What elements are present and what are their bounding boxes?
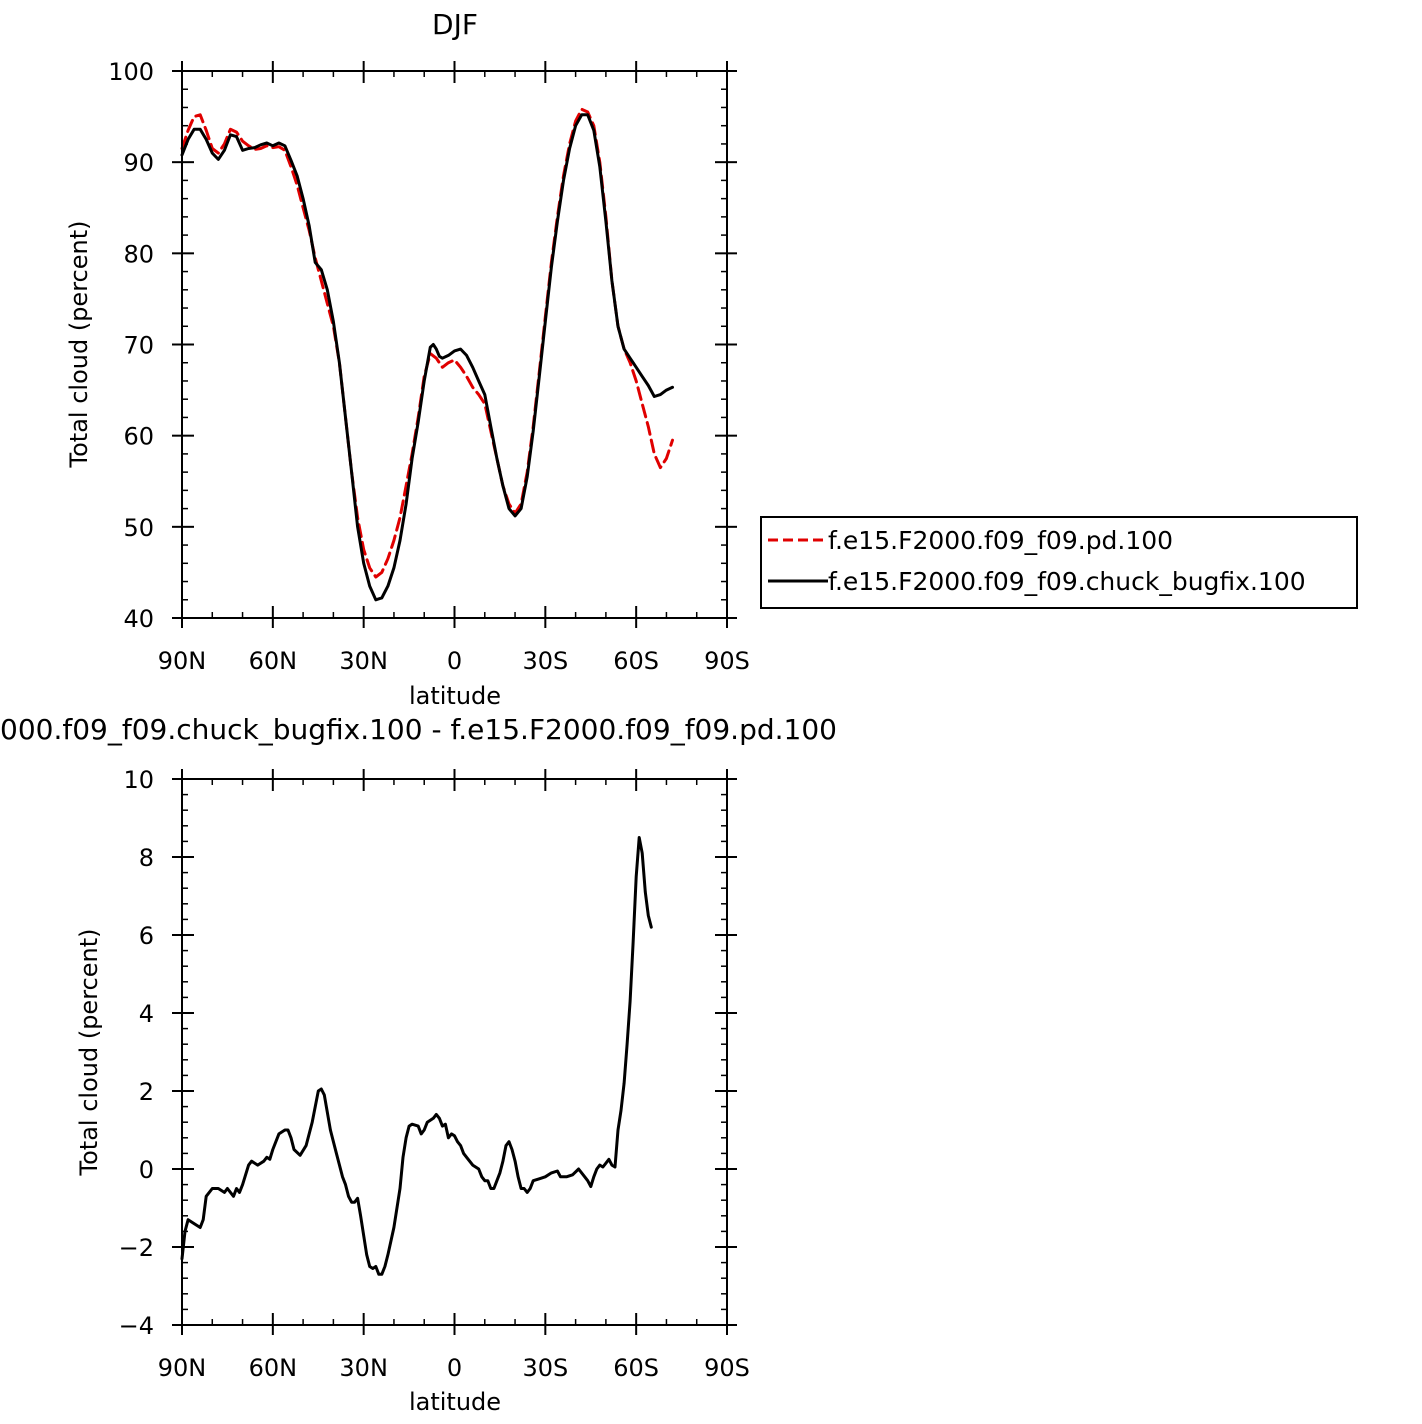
legend-label-pd: f.e15.F2000.f09_f09.pd.100 [828,526,1173,555]
bottom-y-tick-label: 8 [139,844,154,872]
legend-box [760,516,1358,609]
bottom-chart-title: 000.f09_f09.chuck_bugfix.100 - f.e15.F20… [0,713,837,746]
top-x-tick-label: 30N [339,647,388,675]
bottom-x-tick-label: 60S [613,1354,659,1382]
top-y-tick-label: 100 [108,58,154,86]
bottom-x-tick-label: 90S [704,1354,750,1382]
top-chart-ticks: 90N 60N 30N 0 30S 60S 90S 40 50 60 70 80 90 100 [108,58,750,675]
top-x-tick-label: 90N [158,647,207,675]
top-x-tick-label: 0 [447,647,462,675]
bottom-chart-series [180,836,653,1276]
bottom-y-tick-label: −2 [119,1234,154,1262]
top-x-tick-label: 90S [704,647,750,675]
bottom-y-tick-label: 6 [139,922,154,950]
top-chart-title: DJF [432,8,478,41]
bottom-y-axis-label: Total cloud (percent) [75,929,103,1177]
bottom-x-axis-label: latitude [409,1388,501,1416]
bottom-x-tick-label: 30S [522,1354,568,1382]
bottom-y-tick-label: 0 [139,1156,154,1184]
top-series-line-0 [180,107,674,579]
top-x-axis-label: latitude [409,682,501,710]
bottom-chart: 000.f09_f09.chuck_bugfix.100 - f.e15.F20… [0,713,837,1416]
top-y-axis-label: Total cloud (percent) [65,221,93,469]
bottom-plot-frame [181,778,728,1326]
top-y-tick-label: 90 [123,149,154,177]
top-y-tick-label: 50 [123,514,154,542]
top-y-tick-label: 80 [123,240,154,268]
bottom-y-tick-label: −4 [119,1312,154,1340]
legend: f.e15.F2000.f09_f09.pd.100 f.e15.F2000.f… [760,516,1358,609]
bottom-x-tick-label: 60N [249,1354,298,1382]
bottom-y-tick-label: 4 [139,1000,154,1028]
top-x-tick-label: 30S [522,647,568,675]
top-y-tick-label: 70 [123,332,154,360]
top-x-tick-label: 60S [613,647,659,675]
bottom-y-tick-label: 2 [139,1078,154,1106]
bottom-y-tick-label: 10 [123,766,154,794]
top-chart-series [180,107,674,602]
top-chart: DJF 90N 60N 30N 0 30S 60S 90S 40 50 60 70 80 90 100 l… [65,8,1358,710]
top-plot-frame [181,70,728,619]
top-x-tick-label: 60N [249,647,298,675]
bottom-x-tick-label: 90N [158,1354,207,1382]
bottom-chart-ticks: 90N 60N 30N 0 30S 60S 90S −4 −2 0 2 4 6 8 10 [119,766,750,1382]
bottom-series-line-0 [180,836,653,1276]
top-y-tick-label: 60 [123,423,154,451]
bottom-x-tick-label: 30N [339,1354,388,1382]
bottom-x-tick-label: 0 [447,1354,462,1382]
top-series-line-1 [180,113,674,602]
top-y-tick-label: 40 [123,605,154,633]
legend-label-bugfix: f.e15.F2000.f09_f09.chuck_bugfix.100 [828,567,1306,596]
